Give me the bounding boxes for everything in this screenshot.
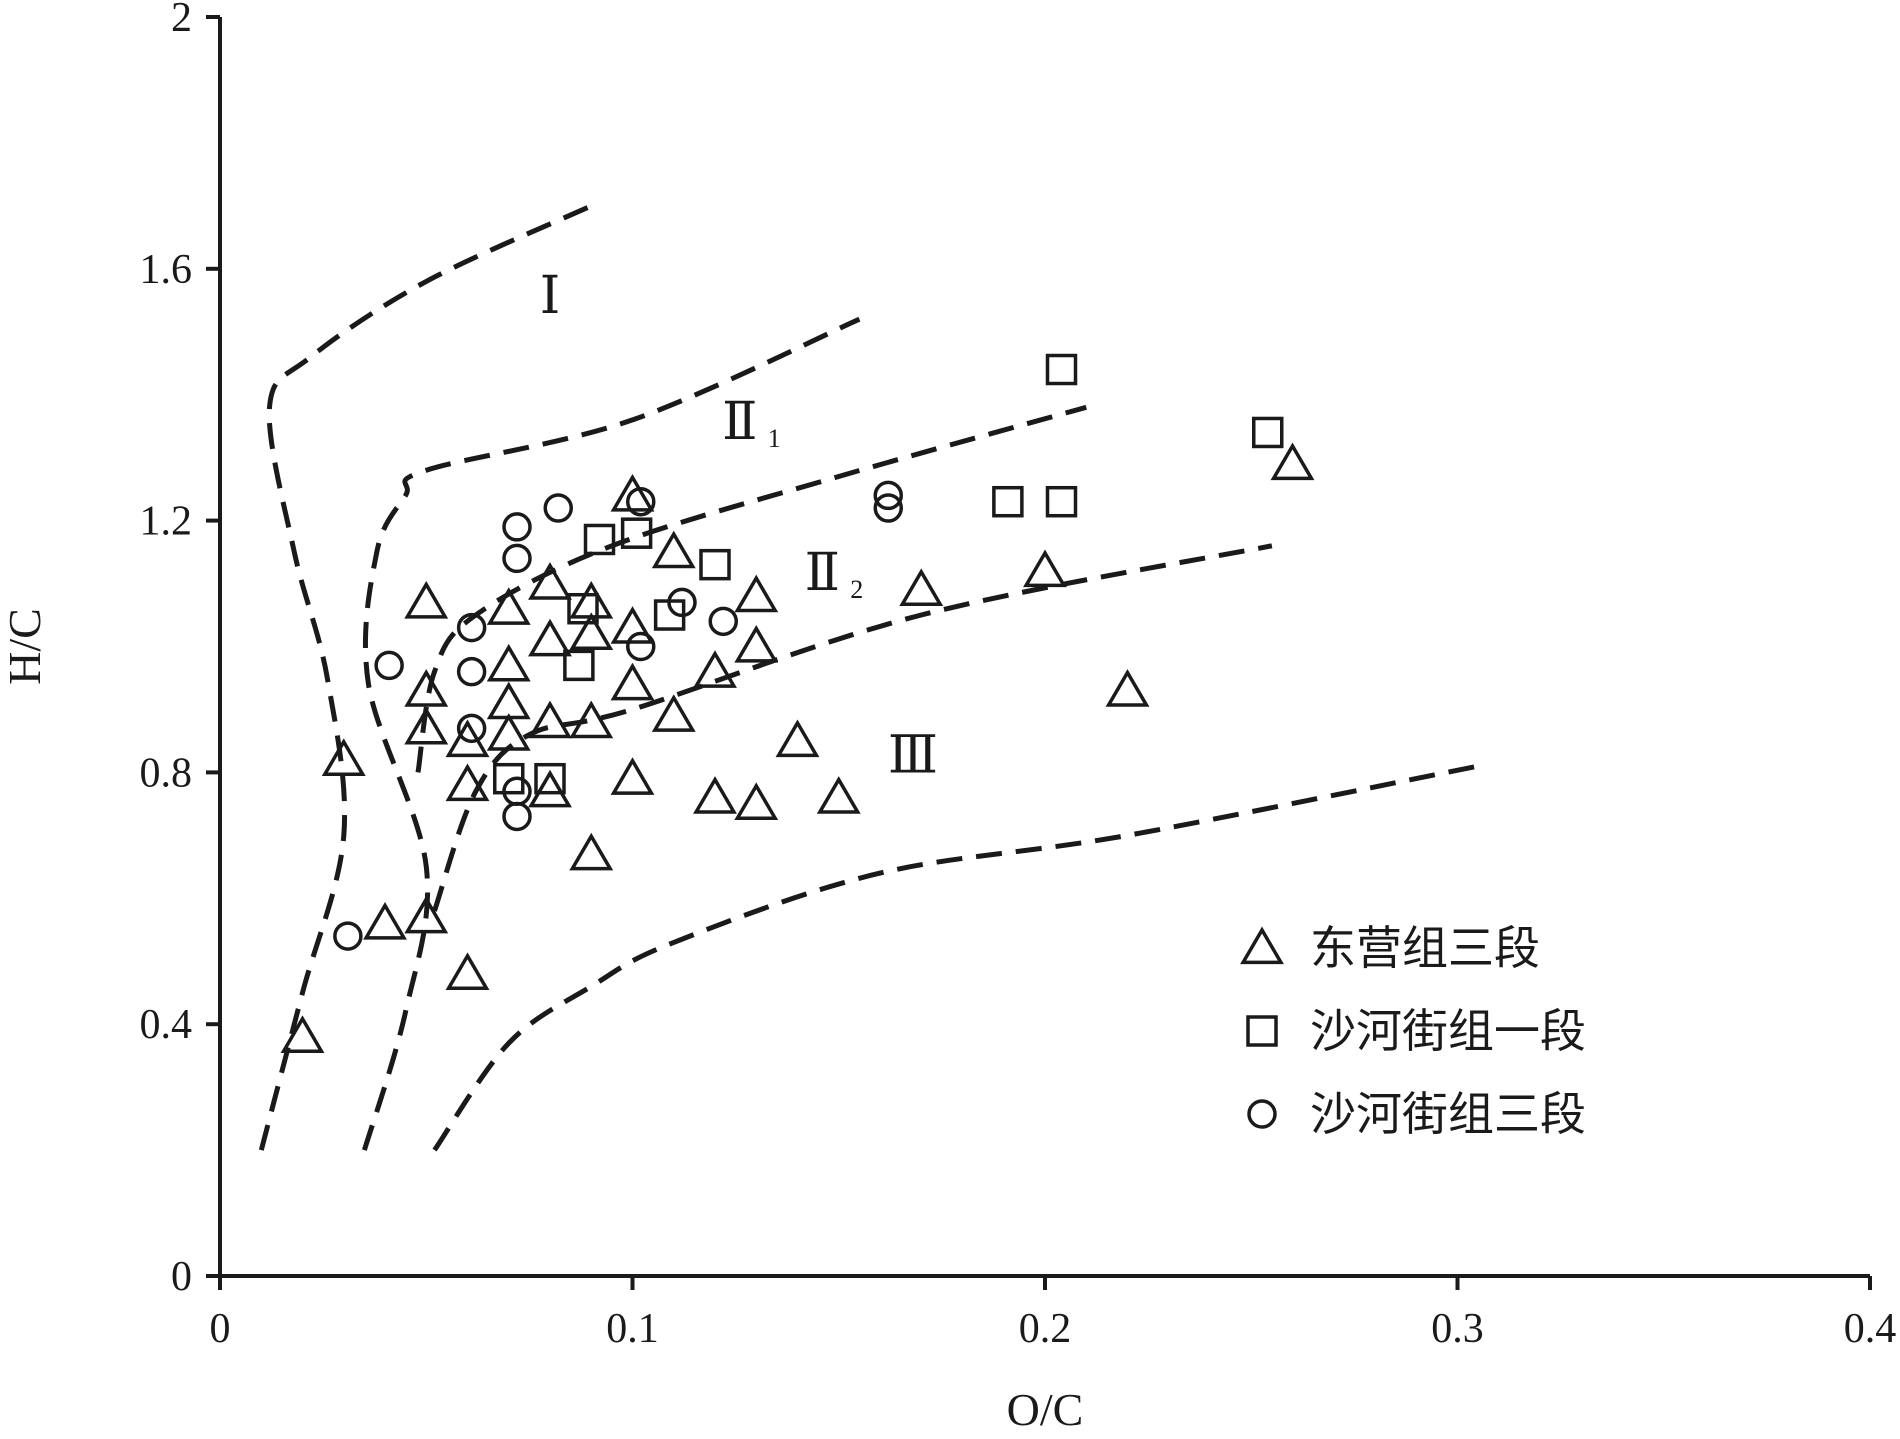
- square-point: [1045, 485, 1078, 518]
- y-tick-label: 0: [171, 1254, 192, 1300]
- square-point: [563, 649, 595, 682]
- circle-point: [708, 606, 738, 637]
- circle-point: [456, 713, 487, 744]
- type-boundary-line: [432, 543, 1273, 912]
- legend-label: 东营组三段: [1310, 921, 1540, 975]
- triangle-point: [404, 895, 449, 934]
- x-tick-label: 0: [210, 1306, 231, 1352]
- x-axis-title: O/C: [1007, 1384, 1084, 1435]
- circle-point: [626, 486, 656, 517]
- legend-label: 沙河街组一段: [1310, 1004, 1586, 1058]
- chart-axes: [218, 17, 1870, 1278]
- triangle-point: [445, 952, 490, 990]
- triangle-point: [528, 618, 572, 657]
- triangle-point: [528, 562, 572, 600]
- circle-point: [374, 650, 404, 681]
- triangle-point: [569, 700, 614, 739]
- triangle-point: [528, 700, 572, 739]
- legend-circle-icon: [1247, 1099, 1277, 1129]
- triangle-point: [569, 832, 614, 871]
- kerogen-type-boundaries: [258, 203, 1479, 1152]
- triangle-point: [404, 706, 449, 745]
- square-point: [583, 523, 616, 556]
- square-point: [1252, 416, 1284, 449]
- kerogen-type-label: Ⅲ: [888, 727, 938, 784]
- type-boundary-line: [362, 316, 861, 1151]
- legend-triangle-icon: [1240, 926, 1284, 965]
- triangle-point: [1105, 669, 1150, 707]
- legend-square-icon: [1246, 1015, 1278, 1047]
- circle-point: [543, 493, 573, 523]
- circle-point: [502, 543, 532, 574]
- triangle-point: [404, 669, 449, 707]
- square-point: [699, 548, 731, 581]
- axis-ticks: 0 0.4 0.8 1.2 1.6 2 0 0.1 0.2 0.3 0.4: [140, 0, 1897, 1352]
- triangle-point: [693, 776, 737, 814]
- triangle-point: [486, 587, 531, 625]
- circle-point: [502, 801, 532, 832]
- triangle-point: [693, 650, 737, 688]
- kerogen-type-subscript: 2: [850, 575, 863, 604]
- circle-point: [456, 612, 487, 643]
- square-point: [992, 485, 1024, 518]
- square-point: [1045, 353, 1078, 386]
- kerogen-type-label: Ⅱ: [722, 394, 757, 451]
- triangle-point: [486, 681, 531, 720]
- circle-point: [873, 480, 903, 511]
- circle-point: [667, 587, 697, 618]
- square-point: [534, 762, 566, 795]
- triangle-point: [445, 763, 490, 802]
- circle-point: [626, 631, 656, 662]
- data-points: [280, 353, 1315, 1053]
- square-point: [620, 517, 653, 549]
- triangle-point: [899, 568, 944, 606]
- triangle-point: [280, 1015, 325, 1053]
- triangle-point: [486, 643, 531, 682]
- triangle-point: [734, 574, 779, 613]
- triangle-point: [1270, 442, 1315, 481]
- circle-point: [502, 512, 532, 542]
- y-tick-label: 1.2: [140, 499, 193, 545]
- triangle-point: [816, 776, 861, 814]
- type-boundary-line: [432, 763, 1479, 1152]
- y-tick-label: 2: [171, 0, 192, 41]
- triangle-point: [1023, 549, 1067, 588]
- kerogen-type-subscript: 1: [768, 424, 781, 453]
- kerogen-type-label: Ⅱ: [805, 545, 840, 602]
- x-tick-label: 0.1: [606, 1306, 659, 1352]
- y-axis-title: H/C: [0, 608, 50, 685]
- triangle-point: [569, 612, 614, 651]
- type-boundary-line: [415, 404, 1087, 773]
- x-tick-label: 0.2: [1019, 1306, 1072, 1352]
- triangle-point: [734, 782, 779, 821]
- y-tick-label: 0.8: [140, 750, 193, 796]
- y-tick-label: 0.4: [140, 1002, 193, 1048]
- legend-label: 沙河街组三段: [1310, 1087, 1586, 1141]
- triangle-point: [528, 769, 572, 808]
- triangle-point: [363, 902, 407, 940]
- triangle-point: [610, 606, 655, 644]
- triangle-point: [404, 580, 449, 619]
- triangle-point: [569, 580, 614, 619]
- circle-point: [873, 493, 903, 523]
- triangle-point: [651, 530, 696, 569]
- type-boundary-line: [258, 203, 593, 1151]
- square-point: [567, 592, 599, 625]
- triangle-point: [651, 694, 696, 732]
- kerogen-type-label: Ⅰ: [540, 268, 561, 325]
- x-tick-label: 0.3: [1431, 1306, 1484, 1352]
- circle-point: [456, 656, 487, 687]
- triangle-point: [610, 757, 655, 795]
- y-tick-label: 1.6: [140, 247, 193, 293]
- circle-point: [333, 921, 363, 951]
- triangle-point: [775, 719, 820, 758]
- triangle-point: [321, 738, 366, 776]
- triangle-point: [486, 713, 531, 751]
- x-tick-label: 0.4: [1844, 1306, 1897, 1352]
- triangle-point: [610, 662, 655, 701]
- triangle-point: [734, 625, 779, 663]
